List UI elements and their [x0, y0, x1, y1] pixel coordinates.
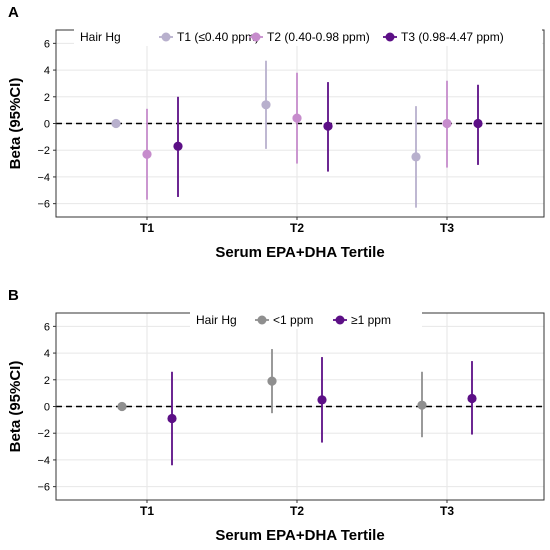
- y-tick-label: 2: [44, 375, 50, 387]
- data-point: [267, 376, 277, 386]
- y-axis-title: Beta (95%CI): [7, 361, 24, 453]
- legend-key-point: [161, 32, 171, 42]
- x-axis-title: Serum EPA+DHA Tertile: [215, 527, 384, 544]
- legend-label: ≥1 ppm: [351, 313, 391, 327]
- y-tick-label: −2: [37, 428, 50, 440]
- data-point: [111, 118, 121, 129]
- legend-background: [190, 311, 422, 329]
- legend: Hair Hg <1 ppm ≥1 ppm: [190, 311, 422, 329]
- legend-label: T1 (≤0.40 ppm): [177, 30, 259, 44]
- y-tick-label: 0: [44, 119, 50, 131]
- y-tick-label: 6: [44, 38, 50, 50]
- y-axis-title: Beta (95%CI): [7, 78, 24, 170]
- y-tick-label: 4: [44, 348, 50, 360]
- panel-letter: A: [8, 4, 19, 21]
- y-tick-label: −2: [37, 145, 50, 157]
- y-tick-label: 6: [44, 321, 50, 333]
- y-tick-label: 0: [44, 402, 50, 414]
- legend-label: T3 (0.98-4.47 ppm): [401, 30, 504, 44]
- data-point: [323, 121, 333, 131]
- legend-key-point: [257, 315, 267, 325]
- x-tick-label: T3: [440, 221, 454, 235]
- legend-key-point: [251, 32, 261, 42]
- data-point: [317, 395, 327, 405]
- x-tick-label: T1: [140, 221, 154, 235]
- x-tick-label: T3: [440, 504, 454, 518]
- data-point: [292, 113, 302, 123]
- panel-letter: B: [8, 287, 19, 304]
- data-point: [467, 393, 477, 404]
- x-tick-label: T2: [290, 221, 304, 235]
- data-point: [417, 400, 427, 410]
- legend-label: T2 (0.40-0.98 ppm): [267, 30, 370, 44]
- y-tick-label: −4: [37, 455, 50, 467]
- data-point: [167, 413, 177, 424]
- x-tick-label: T1: [140, 504, 154, 518]
- data-point: [473, 118, 483, 129]
- data-point: [411, 152, 421, 162]
- legend-background: [74, 28, 542, 46]
- data-point: [261, 100, 271, 110]
- legend: Hair Hg T1 (≤0.40 ppm) T2 (0.40-0.98 ppm) T…: [74, 28, 542, 46]
- legend-key-point: [335, 315, 345, 325]
- legend-title: Hair Hg: [80, 30, 121, 44]
- data-point: [142, 149, 152, 159]
- data-point: [117, 401, 127, 412]
- y-tick-label: 2: [44, 92, 50, 104]
- x-axis-title: Serum EPA+DHA Tertile: [215, 244, 384, 261]
- legend-key-point: [385, 32, 395, 42]
- data-point: [173, 141, 183, 151]
- legend-label: <1 ppm: [273, 313, 313, 327]
- x-tick-label: T2: [290, 504, 304, 518]
- data-point: [442, 118, 452, 129]
- y-tick-label: −6: [37, 199, 50, 211]
- y-tick-label: −4: [37, 172, 50, 184]
- y-tick-label: −6: [37, 482, 50, 494]
- panel-a: −6 −4 −2 0 2 4 6 T1 T2 T3 Hair Hg T1 (≤0.40 ppm) T2 …: [7, 4, 545, 261]
- panel-b: −6 −4 −2 0 2 4 6 T1 T2 T3 Hair Hg <1 ppm ≥1 ppm B Seru…: [7, 287, 545, 544]
- y-tick-label: 4: [44, 65, 50, 77]
- legend-title: Hair Hg: [196, 313, 237, 327]
